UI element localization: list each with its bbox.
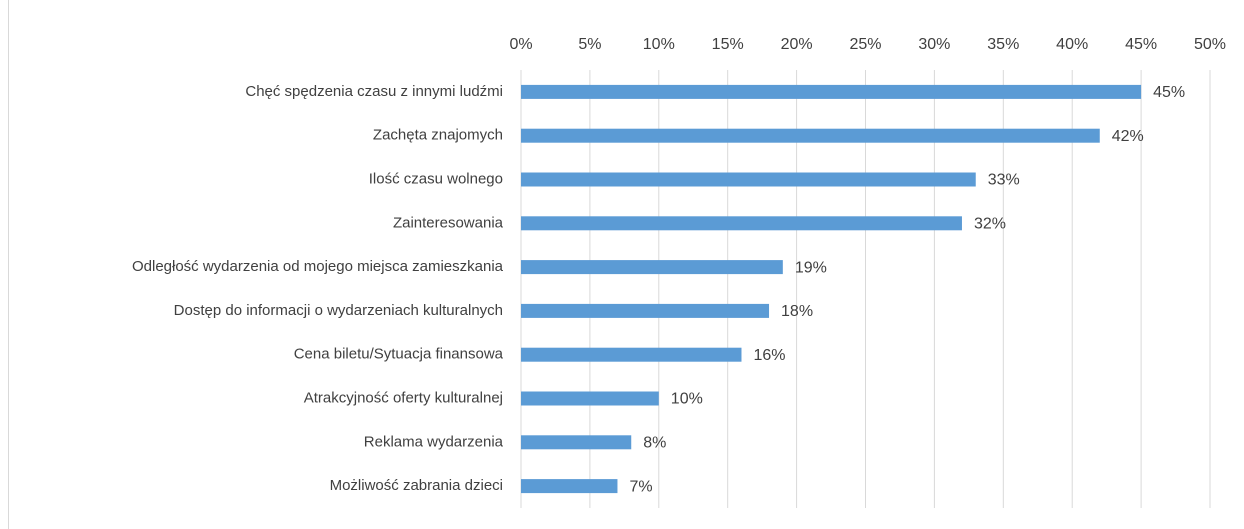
value-label: 19% [795, 259, 827, 276]
bar [521, 303, 770, 318]
bar [521, 84, 1142, 99]
y-tick-label: Możliwość zabrania dzieci [330, 477, 503, 494]
y-tick-label: Chęć spędzenia czasu z innymi ludźmi [245, 83, 503, 100]
y-tick-label: Ilość czasu wolnego [369, 170, 503, 187]
value-label: 16% [753, 347, 785, 364]
x-tick-label: 5% [578, 36, 601, 53]
value-label: 33% [988, 172, 1020, 189]
y-tick-label: Zachęta znajomych [373, 127, 503, 144]
bar [521, 216, 962, 231]
x-tick-label: 25% [849, 36, 881, 53]
value-label: 10% [671, 391, 703, 408]
x-tick-label: 45% [1125, 36, 1157, 53]
y-tick-label: Zainteresowania [393, 214, 504, 231]
value-label: 18% [781, 303, 813, 320]
value-label: 42% [1112, 128, 1144, 145]
bar [521, 347, 742, 362]
y-tick-label: Atrakcyjność oferty kulturalnej [304, 389, 503, 406]
x-tick-label: 40% [1056, 36, 1088, 53]
x-tick-label: 30% [918, 36, 950, 53]
value-label: 45% [1153, 84, 1185, 101]
bar [521, 479, 618, 494]
value-label: 8% [643, 435, 666, 452]
bar [521, 172, 976, 187]
value-label: 7% [629, 478, 652, 495]
x-tick-label: 50% [1194, 36, 1226, 53]
y-tick-label: Dostęp do informacji o wydarzeniach kult… [174, 302, 503, 319]
x-tick-label: 35% [987, 36, 1019, 53]
value-label: 32% [974, 216, 1006, 233]
x-tick-label: 15% [712, 36, 744, 53]
bar [521, 260, 783, 275]
y-tick-label: Odległość wydarzenia od mojego miejsca z… [132, 258, 504, 275]
bar [521, 435, 632, 450]
y-tick-label: Reklama wydarzenia [364, 433, 504, 450]
bar [521, 391, 659, 406]
y-tick-label: Cena biletu/Sytuacja finansowa [294, 346, 504, 363]
x-tick-label: 0% [509, 36, 532, 53]
x-tick-label: 10% [643, 36, 675, 53]
bar [521, 128, 1100, 143]
x-tick-label: 20% [781, 36, 813, 53]
